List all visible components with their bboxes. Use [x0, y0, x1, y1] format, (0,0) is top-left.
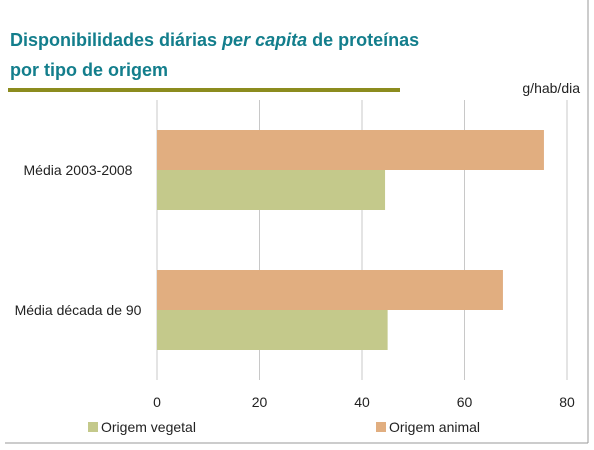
title-part: por tipo de origem — [10, 60, 168, 80]
unit-label: g/hab/dia — [522, 80, 580, 96]
x-tick-label: 60 — [457, 394, 473, 410]
title-part: per capita — [221, 30, 307, 50]
bar — [157, 310, 388, 350]
legend-swatch — [88, 422, 98, 432]
legend-label: Origem animal — [389, 419, 480, 435]
x-tick-label: 20 — [252, 394, 268, 410]
y-tick-label: Média década de 90 — [14, 302, 142, 318]
x-tick-label: 80 — [559, 394, 575, 410]
title-part: Disponibilidades diárias — [10, 30, 217, 50]
bar — [157, 170, 386, 210]
y-tick-label: Média 2003-2008 — [23, 162, 133, 178]
chart-title: Disponibilidades diárias per capita de pro… — [10, 30, 419, 80]
bar — [157, 130, 544, 170]
legend-label: Origem vegetal — [101, 419, 196, 435]
x-tick-label: 40 — [354, 394, 370, 410]
bar — [157, 270, 503, 310]
x-tick-label: 0 — [153, 394, 161, 410]
title-part: de proteínas — [312, 30, 419, 50]
legend-swatch — [376, 422, 386, 432]
